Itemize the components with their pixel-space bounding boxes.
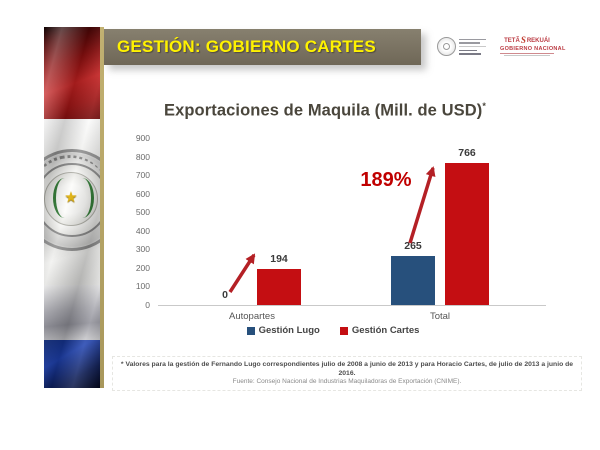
bar-gesti-n-lugo-total: [391, 256, 435, 305]
gobierno-logo-rule: [500, 53, 554, 55]
ministry-seal-logo: [437, 33, 491, 60]
category-label-total: Total: [429, 311, 451, 322]
chart-legend: Gestión Lugo Gestión Cartes: [133, 325, 533, 336]
y-axis-tick-label: 700: [135, 170, 150, 181]
legend-swatch-icon: [339, 326, 348, 335]
paraguay-flag-image: ★: [44, 27, 100, 388]
y-axis-tick-label: 100: [135, 281, 150, 292]
gobierno-logo-line1: TETÃSREKUÁI: [504, 35, 550, 45]
flag-blue-band: [44, 340, 100, 388]
legend-swatch-icon: [246, 326, 255, 335]
slide-header: GESTIÓN: GOBIERNO CARTES: [104, 29, 421, 65]
legend-item: Gestión Lugo: [246, 325, 320, 336]
chart-title: Exportaciones de Maquila (Mill. de USD)*: [164, 101, 486, 120]
slide-header-title: GESTIÓN: GOBIERNO CARTES: [117, 37, 376, 56]
footnote-marker: *: [482, 101, 486, 111]
ministry-logo-text-lines: [459, 38, 486, 56]
y-axis-tick-label: 200: [135, 262, 150, 273]
flag-fold-shading: [44, 27, 100, 388]
bar-value-label: 194: [270, 253, 288, 265]
category-label-autopartes: Autopartes: [229, 311, 275, 322]
y-axis-tick-label: 800: [135, 151, 150, 162]
arrow-autopartes: [228, 253, 256, 293]
bar-value-label: 0: [222, 289, 228, 301]
growth-annotation: 189%: [360, 169, 412, 191]
y-axis-tick-label: 900: [135, 133, 150, 143]
bar-value-label: 766: [458, 147, 476, 159]
star-icon: ★: [44, 172, 98, 224]
footnote-source: Fuente: Consejo Nacional de Industrias M…: [232, 378, 462, 386]
legend-label: Gestión Cartes: [351, 325, 420, 336]
ministry-seal-icon: [437, 37, 456, 56]
legend-label: Gestión Lugo: [258, 325, 320, 336]
y-axis-tick-label: 400: [135, 225, 150, 236]
y-axis-tick-label: 0: [145, 300, 150, 310]
bar-gesti-n-cartes-autopartes: [257, 269, 301, 305]
gobierno-logo-subline: [504, 55, 550, 57]
gobierno-logo-line2: GOBIERNO NACIONAL: [500, 45, 566, 52]
y-axis-tick-label: 600: [135, 188, 150, 199]
gobierno-nacional-logo: TETÃSREKUÁI GOBIERNO NACIONAL: [500, 35, 566, 61]
flame-icon: S: [520, 35, 526, 45]
flag-gray-band: [44, 285, 100, 340]
legend-item: Gestión Cartes: [339, 325, 420, 336]
x-axis-line: [158, 305, 546, 306]
bar-gesti-n-cartes-total: [445, 163, 489, 305]
wreath-left-icon: [53, 178, 76, 218]
bar-value-label: 265: [404, 240, 422, 252]
footnote-values-note: * Valores para la gestión de Fernando Lu…: [120, 361, 574, 378]
y-axis-tick-label: 500: [135, 207, 150, 218]
flag-red-band: [44, 27, 100, 119]
wreath-right-icon: [71, 178, 94, 218]
slide-footnote: * Valores para la gestión de Fernando Lu…: [112, 356, 582, 392]
gold-accent-line: [100, 27, 104, 388]
y-axis-tick-label: 300: [135, 244, 150, 255]
